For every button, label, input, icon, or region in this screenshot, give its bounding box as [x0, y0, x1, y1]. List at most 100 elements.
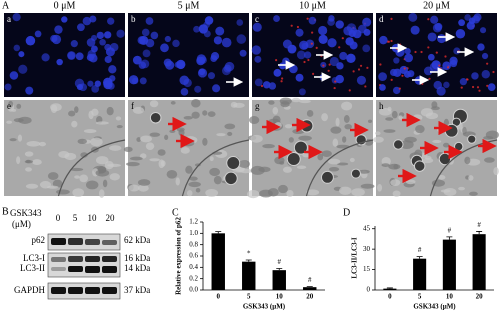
y-tick-label: 0.2	[189, 274, 198, 282]
nucleus	[252, 22, 262, 32]
nucleus	[56, 58, 63, 66]
organelle	[149, 100, 159, 108]
organelle	[336, 144, 350, 149]
organelle	[383, 129, 396, 133]
autophagosome	[428, 77, 431, 80]
organelle	[116, 125, 123, 129]
organelle	[205, 188, 219, 197]
y-tick-label: 45	[363, 224, 371, 232]
organelle	[24, 151, 34, 157]
organelle	[493, 167, 499, 176]
nucleus	[298, 88, 306, 96]
nucleus	[25, 86, 34, 95]
y-tick-label: 1.0	[189, 229, 198, 237]
organelle	[358, 169, 370, 174]
organelle	[138, 184, 149, 192]
nucleus	[268, 82, 277, 90]
nucleus	[331, 76, 339, 84]
size-label: 14 kDa	[124, 263, 150, 273]
panel-label: A	[2, 0, 10, 11]
western-blot: B GSK343 (μM)	[2, 206, 121, 300]
nucleus	[296, 50, 306, 60]
autophagosome	[460, 86, 463, 89]
organelle	[250, 134, 263, 143]
error-bar	[386, 287, 393, 289]
y-tick-label: 15	[363, 265, 371, 273]
organelle	[328, 166, 340, 172]
nucleus	[437, 34, 447, 44]
nucleus	[432, 23, 442, 33]
nucleus	[449, 56, 458, 66]
organelle	[278, 184, 288, 194]
organelle	[56, 189, 70, 195]
organelle	[137, 179, 151, 186]
autophagosome	[328, 63, 331, 66]
organelle	[458, 186, 465, 191]
nucleus	[327, 38, 337, 48]
nucleus	[389, 68, 398, 77]
organelle	[286, 190, 294, 197]
y-tick-label: 0.4	[189, 263, 198, 271]
organelle	[246, 189, 260, 199]
x-tick-label: 0	[217, 293, 221, 301]
significance-marker: #	[278, 258, 282, 266]
autolysosome	[393, 139, 404, 150]
organelle	[169, 129, 176, 133]
organelle	[321, 150, 332, 158]
nucleus	[408, 12, 418, 22]
x-tick-label: 20	[476, 293, 484, 301]
nucleus	[236, 34, 247, 44]
y-axis-label: LC3-II/LC3-I	[351, 237, 359, 279]
organelle	[77, 138, 87, 145]
nucleus	[318, 25, 328, 36]
nucleus	[362, 17, 372, 27]
organelle	[71, 120, 78, 128]
organelle	[170, 101, 176, 105]
nucleus	[203, 21, 210, 29]
dose-label: 0 μM	[54, 0, 76, 11]
significance-marker: #	[448, 227, 452, 235]
autophagosome	[414, 50, 417, 54]
autophagosome	[486, 62, 489, 65]
y-tick-label: 1.2	[189, 218, 198, 226]
y-tick-label: 30	[363, 245, 371, 253]
nucleus	[487, 83, 496, 91]
nucleus	[464, 14, 471, 21]
nucleus	[404, 53, 414, 63]
organelle	[183, 115, 193, 120]
autophagosome	[352, 70, 355, 73]
organelle	[392, 190, 401, 197]
nucleus	[41, 53, 50, 62]
organelle	[342, 136, 347, 143]
autophagosome	[322, 64, 325, 67]
organelle	[175, 177, 180, 186]
autophagosome	[260, 84, 264, 88]
nucleus	[91, 85, 100, 93]
nucleus	[288, 64, 298, 74]
organelle	[317, 153, 324, 161]
organelle	[302, 153, 311, 158]
organelle	[400, 140, 414, 150]
panel-label: B	[2, 206, 9, 217]
organelle	[262, 143, 275, 149]
organelle	[191, 98, 201, 108]
autophagosome	[315, 46, 318, 49]
organelle	[291, 97, 301, 103]
organelle	[25, 167, 32, 172]
nucleus	[103, 77, 113, 88]
nucleus	[213, 36, 223, 45]
nucleus	[61, 16, 68, 23]
autophagosome	[438, 64, 441, 67]
organelle	[485, 130, 499, 140]
nucleus	[471, 72, 479, 80]
organelle	[299, 99, 311, 104]
autophagosome	[444, 55, 447, 58]
nucleus	[350, 27, 358, 35]
significance-marker: *	[247, 250, 251, 258]
error-bar	[245, 259, 252, 262]
nucleus	[179, 75, 190, 86]
organelle	[166, 169, 178, 179]
nucleus	[107, 17, 115, 25]
organelle	[341, 101, 353, 111]
